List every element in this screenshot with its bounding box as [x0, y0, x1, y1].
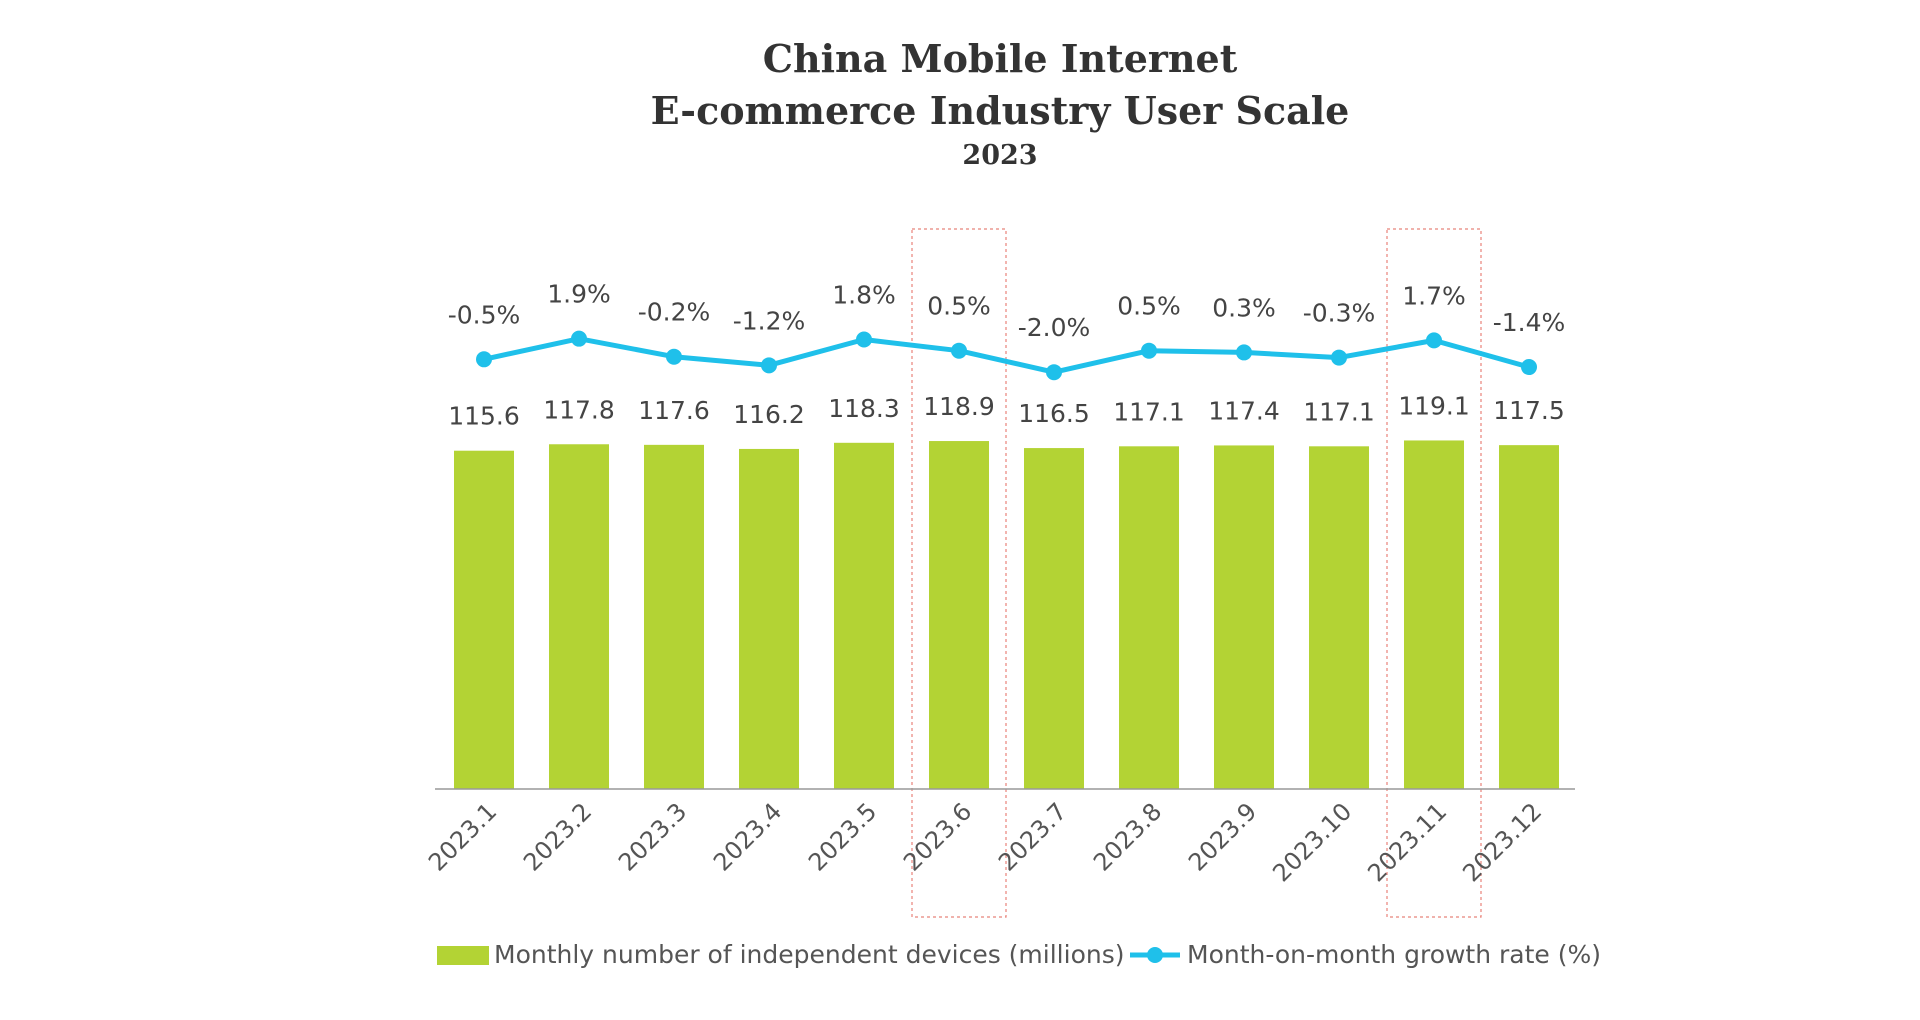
- bar-value-label: 117.6: [638, 396, 710, 425]
- legend: Monthly number of independent devices (m…: [437, 940, 1601, 969]
- highlight-box-2023.6: [911, 228, 1007, 918]
- growth-point-2023.5: [856, 331, 872, 348]
- growth-value-label: 1.9%: [547, 280, 611, 309]
- growth-point-2023.12: [1521, 359, 1537, 376]
- x-tick-label: 2023.3: [613, 797, 692, 876]
- line-series: [476, 330, 1537, 381]
- legend-bar-label: Monthly number of independent devices (m…: [494, 940, 1124, 969]
- growth-value-label: 0.3%: [1212, 293, 1276, 322]
- bar-value-label: 118.9: [923, 392, 995, 421]
- x-tick-label: 2023.9: [1183, 797, 1262, 876]
- bar-value-label: 117.8: [543, 395, 615, 424]
- growth-value-label: -2.0%: [1018, 313, 1091, 342]
- bar-2023.1: [454, 450, 514, 789]
- bar-value-label: 116.5: [1018, 399, 1090, 428]
- x-tick-labels: 2023.1 2023.2 2023.3 2023.4 2023.5 2023.6 2023…: [423, 797, 1547, 887]
- bar-value-labels: 115.6 117.8 117.6 116.2 118.3 118.9 116.5 117.1…: [448, 391, 1565, 430]
- bar-2023.3: [644, 444, 704, 789]
- bar-2023.9: [1214, 445, 1274, 789]
- x-tick-label: 2023.10: [1267, 797, 1357, 887]
- bar-2023.7: [1024, 448, 1084, 789]
- growth-point-2023.4: [761, 357, 777, 374]
- growth-value-label: 1.8%: [832, 281, 896, 310]
- x-tick-label: 2023.6: [898, 797, 977, 876]
- growth-point-2023.10: [1331, 349, 1347, 366]
- bar-2023.4: [739, 448, 799, 789]
- bar-value-label: 119.1: [1398, 391, 1470, 420]
- growth-value-label: -1.2%: [733, 306, 806, 335]
- legend-line-label: Month-on-month growth rate (%): [1187, 940, 1601, 969]
- bar-2023.2: [549, 444, 609, 789]
- growth-value-label: -0.5%: [448, 300, 521, 329]
- x-tick-label: 2023.11: [1362, 797, 1452, 887]
- chart-title-line-2: E-commerce Industry User Scale: [651, 88, 1350, 133]
- bar-value-label: 117.1: [1303, 397, 1375, 426]
- growth-value-label: -0.3%: [1303, 299, 1376, 328]
- line-value-labels: -0.5% 1.9% -0.2% -1.2% 1.8% 0.5% -2.0% 0.5% 0.3%…: [448, 280, 1566, 343]
- bar-2023.6: [929, 441, 989, 789]
- bar-2023.5: [834, 442, 894, 789]
- x-tick-label: 2023.4: [708, 797, 787, 876]
- bar-value-label: 118.3: [828, 394, 900, 423]
- bar-value-label: 117.5: [1493, 396, 1565, 425]
- x-tick-label: 2023.8: [1088, 797, 1167, 876]
- growth-rate-line: [483, 336, 1530, 375]
- x-tick-label: 2023.12: [1457, 797, 1547, 887]
- bar-2023.10: [1309, 446, 1369, 789]
- growth-value-label: 1.7%: [1402, 281, 1466, 310]
- growth-value-label: 0.5%: [927, 292, 991, 321]
- bar-value-label: 117.4: [1208, 396, 1280, 425]
- growth-point-2023.6: [951, 342, 967, 359]
- growth-point-2023.11: [1426, 332, 1442, 349]
- x-tick-label: 2023.7: [993, 797, 1072, 876]
- legend-line-marker: [1147, 947, 1163, 963]
- bar-2023.12: [1499, 445, 1559, 789]
- bar-2023.11: [1404, 440, 1464, 789]
- growth-value-label: -0.2%: [638, 298, 711, 327]
- growth-value-label: -1.4%: [1493, 308, 1566, 337]
- x-tick-label: 2023.1: [423, 797, 502, 876]
- bar-2023.8: [1119, 446, 1179, 789]
- growth-point-2023.7: [1046, 364, 1062, 381]
- chart-title-line-1: China Mobile Internet: [763, 36, 1238, 81]
- growth-point-2023.9: [1236, 344, 1252, 361]
- growth-value-label: 0.5%: [1117, 292, 1181, 321]
- x-tick-label: 2023.2: [518, 797, 597, 876]
- bar-value-label: 117.1: [1113, 397, 1185, 426]
- bar-value-label: 116.2: [733, 400, 805, 429]
- highlight-box-2023.11: [1386, 228, 1482, 918]
- bar-value-label: 115.6: [448, 402, 520, 431]
- highlight-boxes: [911, 228, 1482, 918]
- growth-point-2023.8: [1141, 342, 1157, 359]
- growth-point-2023.2: [571, 330, 587, 347]
- growth-point-2023.1: [476, 351, 492, 368]
- growth-point-2023.3: [666, 348, 682, 365]
- legend-bar-swatch: [437, 946, 489, 965]
- chart-subtitle: 2023: [962, 140, 1037, 171]
- x-tick-label: 2023.5: [803, 797, 882, 876]
- bar-series: [454, 440, 1559, 789]
